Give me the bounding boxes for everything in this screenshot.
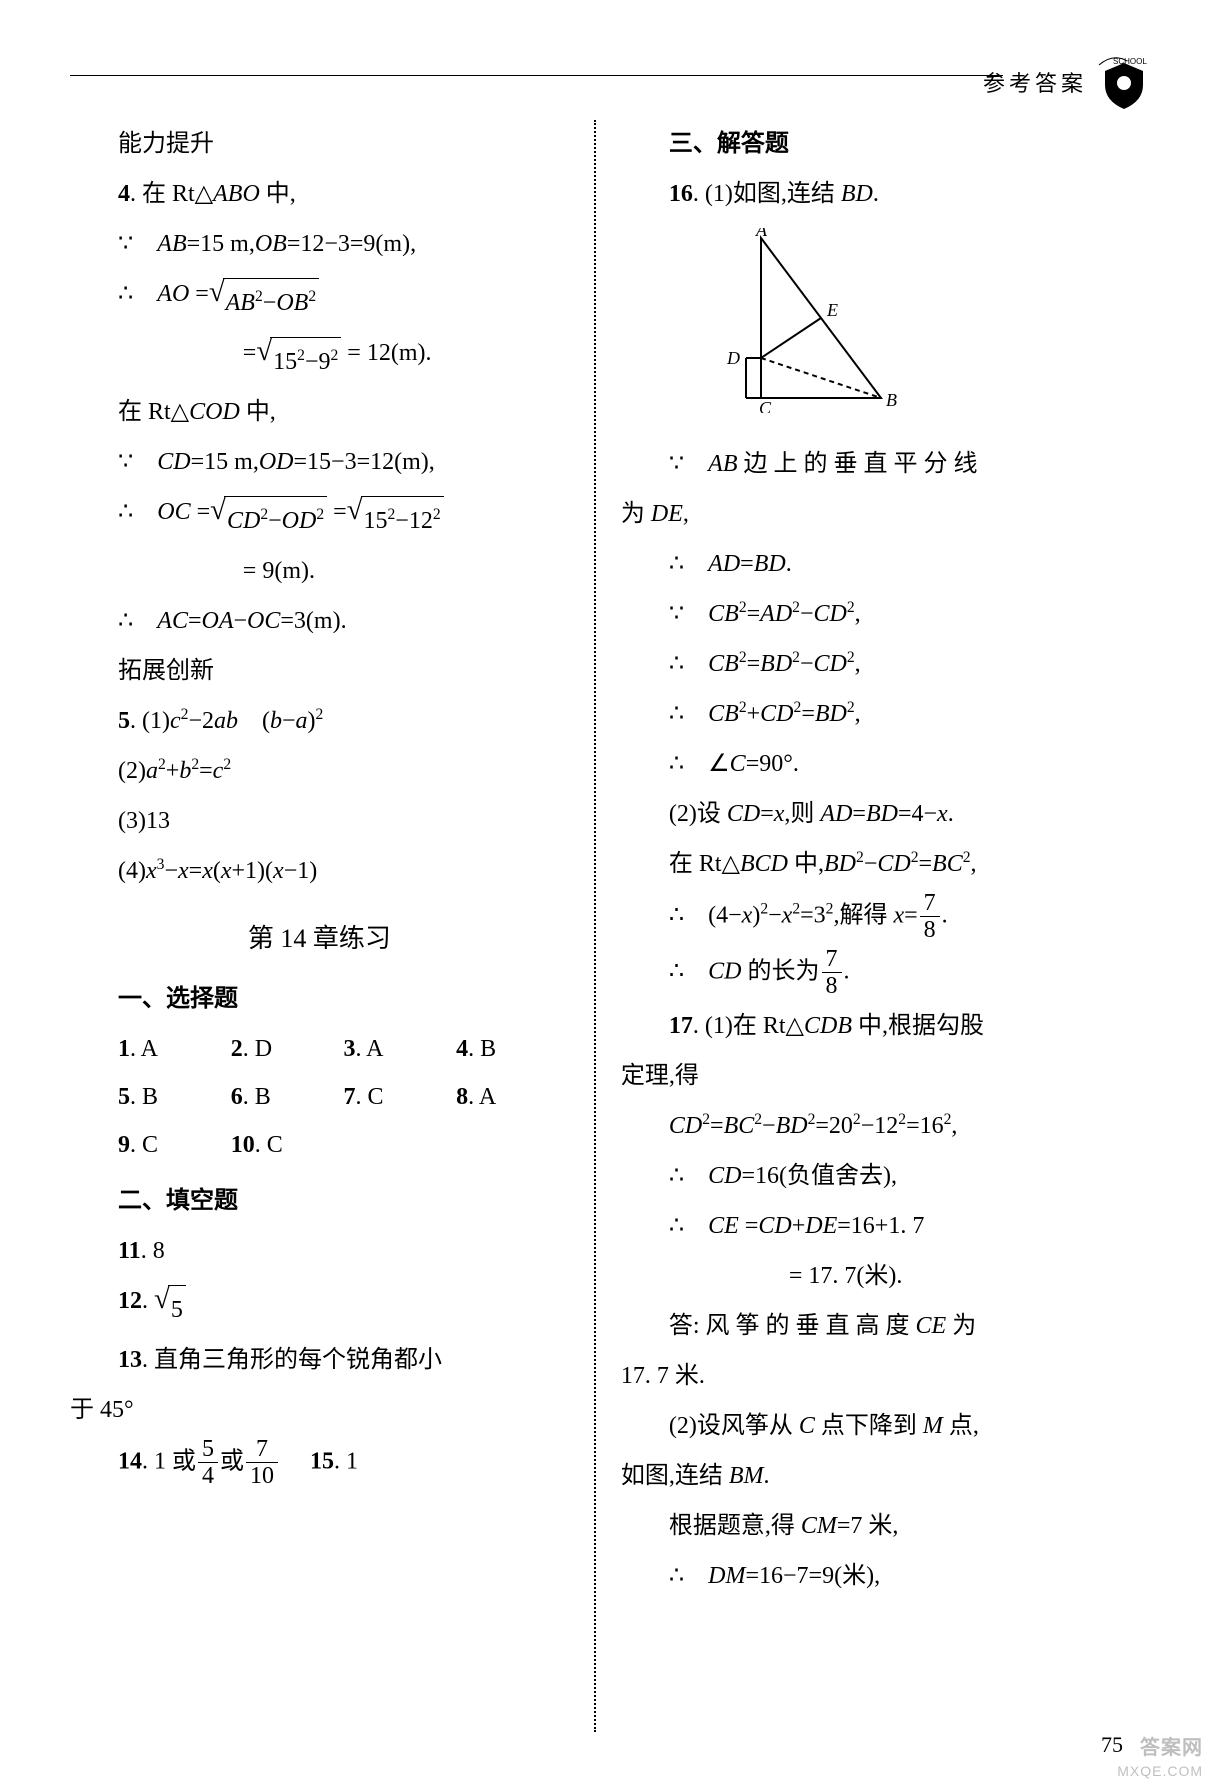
triangle-figure: A B C D E	[701, 228, 1163, 430]
q16-3: 为 DE,	[621, 490, 1163, 538]
q4-line1: 4. 在 Rt△ABO 中,	[70, 170, 569, 218]
watermark: 答案网 MXQE.COM	[1117, 1734, 1203, 1782]
q17-4: ∴ CD=16(负值舍去),	[621, 1152, 1163, 1200]
q17-11: 根据题意,得 CM=7 米,	[621, 1502, 1163, 1550]
q16-2: ∵ AB 边 上 的 垂 直 平 分 线	[621, 440, 1163, 488]
q16-9: (2)设 CD=x,则 AD=BD=4−x.	[621, 790, 1163, 838]
q16-11: ∴ (4−x)2−x2=32,解得 x=78.	[621, 890, 1163, 944]
watermark-line1: 答案网	[1117, 1734, 1203, 1762]
q4-line7: ∴ OC =√CD2−OD2 =√152−122	[70, 488, 569, 545]
mc-2: 2. D	[231, 1025, 344, 1073]
mc-row-2: 5. B 6. B 7. C 8. A	[70, 1073, 569, 1121]
section-C: 三、解答题	[621, 120, 1163, 168]
mc-5: 5. B	[118, 1073, 231, 1121]
mc-6: 6. B	[231, 1073, 344, 1121]
q17-6: = 17. 7(米).	[621, 1252, 1163, 1300]
section-A: 一、选择题	[70, 975, 569, 1023]
header-rule	[70, 75, 1003, 76]
right-column: 三、解答题 16. (1)如图,连结 BD. A B C D E ∵ AB 边 …	[601, 120, 1163, 1732]
q4-line4: =√152−92 = 12(m).	[70, 329, 569, 386]
q4-line3: ∴ AO =√AB2−OB2	[70, 270, 569, 327]
header-label: 参考答案	[983, 62, 1087, 106]
mc-3: 3. A	[343, 1025, 456, 1073]
q4-line2: ∵ AB=15 m,OB=12−3=9(m),	[70, 220, 569, 268]
q5-2: (2)a2+b2=c2	[70, 747, 569, 795]
section-B: 二、填空题	[70, 1177, 569, 1225]
q4-line8: = 9(m).	[70, 547, 569, 595]
mc-10: 10. C	[231, 1121, 344, 1169]
column-divider	[594, 120, 596, 1732]
q17-8: 17. 7 米.	[621, 1352, 1163, 1400]
q16-4: ∴ AD=BD.	[621, 540, 1163, 588]
q4-line5: 在 Rt△COD 中,	[70, 388, 569, 436]
q13-l1: 13. 直角三角形的每个锐角都小	[70, 1336, 569, 1384]
mc-4: 4. B	[456, 1025, 569, 1073]
q17-9: (2)设风筝从 C 点下降到 M 点,	[621, 1402, 1163, 1450]
q5-4: (4)x3−x=x(x+1)(x−1)	[70, 847, 569, 895]
section-ability: 能力提升	[70, 120, 569, 168]
q4-line9: ∴ AC=OA−OC=3(m).	[70, 597, 569, 645]
svg-text:SCHOOL: SCHOOL	[1113, 57, 1147, 66]
svg-text:A: A	[755, 228, 768, 240]
left-column: 能力提升 4. 在 Rt△ABO 中, ∵ AB=15 m,OB=12−3=9(…	[70, 120, 589, 1732]
q5-3: (3)13	[70, 797, 569, 845]
q14-q15: 14. 1 或54或710 15. 1	[70, 1436, 569, 1490]
mc-row-3: 9. C 10. C	[70, 1121, 569, 1169]
q17-3: CD2=BC2−BD2=202−122=162,	[621, 1102, 1163, 1150]
q16-12: ∴ CD 的长为78.	[621, 946, 1163, 1000]
q16-6: ∴ CB2=BD2−CD2,	[621, 640, 1163, 688]
section-extend: 拓展创新	[70, 647, 569, 695]
q16-10: 在 Rt△BCD 中,BD2−CD2=BC2,	[621, 840, 1163, 888]
q17-7: 答: 风 筝 的 垂 直 高 度 CE 为	[621, 1302, 1163, 1350]
q17-1: 17. (1)在 Rt△CDB 中,根据勾股	[621, 1002, 1163, 1050]
q16-7: ∴ CB2+CD2=BD2,	[621, 690, 1163, 738]
q11: 11. 8	[70, 1227, 569, 1275]
mc-8: 8. A	[456, 1073, 569, 1121]
q4-line6: ∵ CD=15 m,OD=15−3=12(m),	[70, 438, 569, 486]
watermark-line2: MXQE.COM	[1117, 1762, 1203, 1782]
q16-5: ∵ CB2=AD2−CD2,	[621, 590, 1163, 638]
mc-row-1: 1. A 2. D 3. A 4. B	[70, 1025, 569, 1073]
q16-1: 16. (1)如图,连结 BD.	[621, 170, 1163, 218]
q17-10: 如图,连结 BM.	[621, 1452, 1163, 1500]
q5-1: 5. (1)c2−2ab (b−a)2	[70, 697, 569, 745]
q17-2: 定理,得	[621, 1052, 1163, 1100]
mc-7: 7. C	[343, 1073, 456, 1121]
q16-8: ∴ ∠C=90°.	[621, 740, 1163, 788]
svg-text:E: E	[826, 300, 838, 320]
svg-text:C: C	[759, 398, 772, 413]
school-badge-icon: SCHOOL	[1095, 55, 1153, 113]
page-header: 参考答案 SCHOOL	[983, 55, 1153, 113]
q12: 12. √5	[70, 1277, 569, 1334]
q17-5: ∴ CE =CD+DE=16+1. 7	[621, 1202, 1163, 1250]
chapter-title: 第 14 章练习	[70, 913, 569, 965]
q17-12: ∴ DM=16−7=9(米),	[621, 1552, 1163, 1600]
q13-l2: 于 45°	[70, 1386, 569, 1434]
svg-text:D: D	[726, 348, 740, 368]
svg-text:B: B	[886, 390, 897, 410]
mc-9: 9. C	[118, 1121, 231, 1169]
content-area: 能力提升 4. 在 Rt△ABO 中, ∵ AB=15 m,OB=12−3=9(…	[70, 120, 1163, 1732]
mc-1: 1. A	[118, 1025, 231, 1073]
